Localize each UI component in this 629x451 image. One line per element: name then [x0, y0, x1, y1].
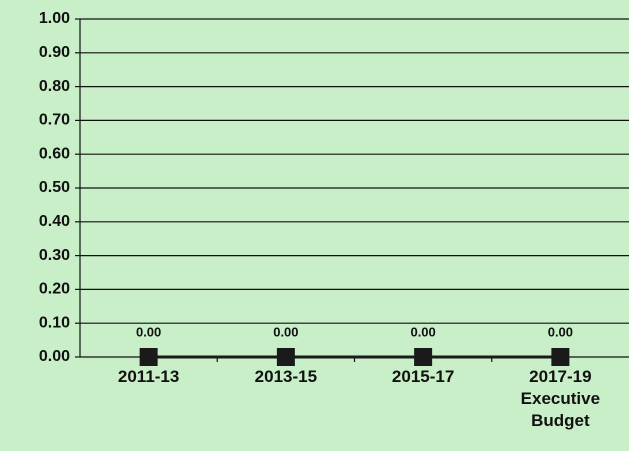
y-tick-label: 0.70	[39, 112, 70, 129]
marker	[139, 348, 158, 366]
y-tick-label: 0.10	[39, 314, 70, 331]
y-tick-label: 0.40	[39, 213, 70, 230]
value-label: 0.00	[548, 324, 573, 339]
value-label: 0.00	[273, 324, 298, 339]
marker	[551, 348, 570, 366]
x-tick-label: 2011-13	[117, 367, 180, 386]
y-tick-label: 0.90	[39, 44, 70, 61]
y-tick-label: 0.00	[39, 348, 70, 365]
y-tick-label: 0.20	[39, 281, 70, 298]
marker	[414, 348, 433, 366]
x-tick-label: 2017-19 Executive Budget	[520, 367, 601, 430]
y-tick-label: 1.00	[39, 10, 70, 27]
x-tick-label: 2015-17	[391, 367, 455, 386]
value-label: 0.00	[410, 324, 435, 339]
y-tick-label: 0.50	[39, 179, 70, 196]
value-label: 0.00	[136, 324, 161, 339]
y-tick-label: 0.30	[39, 247, 70, 264]
x-tick-label: 2013-15	[254, 367, 318, 386]
y-tick-label: 0.60	[39, 145, 70, 162]
y-tick-label: 0.80	[39, 78, 70, 95]
marker	[276, 348, 295, 366]
